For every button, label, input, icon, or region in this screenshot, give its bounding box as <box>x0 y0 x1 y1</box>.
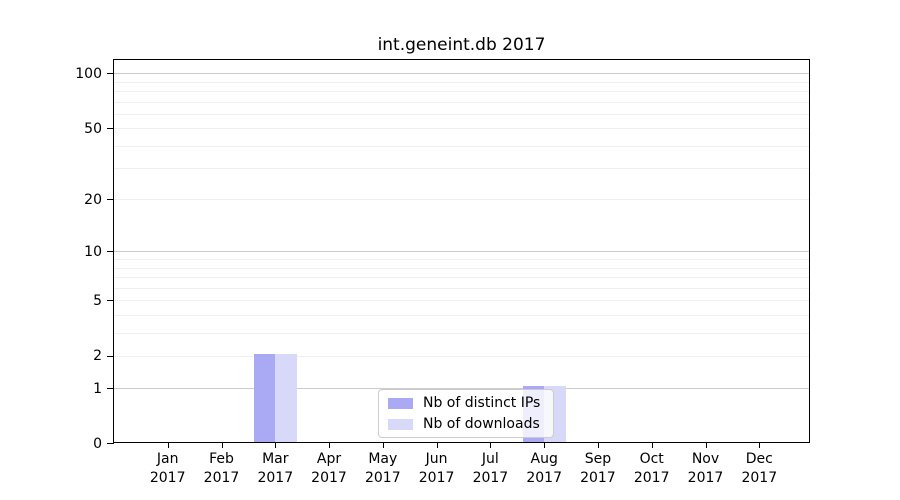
plot-area: Nb of distinct IPs Nb of downloads 0 1 2 5 1… <box>75 59 810 486</box>
x-tick <box>705 442 707 448</box>
legend-item-downloads: Nb of downloads <box>388 416 544 433</box>
y-tick-label: 2 <box>93 348 102 365</box>
x-tick <box>382 442 384 448</box>
legend: Nb of distinct IPs Nb of downloads <box>378 389 554 438</box>
y-gridline-minor <box>114 128 809 130</box>
y-tick-label: 10 <box>84 243 102 260</box>
y-gridline-minor <box>114 287 809 289</box>
y-gridline-minor <box>114 145 809 147</box>
y-tick <box>107 128 114 130</box>
y-gridline-minor <box>114 199 809 201</box>
y-gridline-minor <box>114 314 809 316</box>
x-tick-label: Apr 2017 <box>311 451 347 486</box>
x-tick-label: Sep 2017 <box>580 451 616 486</box>
x-tick <box>597 442 599 448</box>
y-gridline-major <box>114 251 809 253</box>
y-gridline-minor <box>114 81 809 83</box>
x-tick-label: Jul 2017 <box>472 451 509 486</box>
y-tick-label: 1 <box>93 380 102 397</box>
y-gridline-minor <box>114 259 809 260</box>
legend-label-downloads: Nb of downloads <box>423 415 540 432</box>
x-tick <box>221 442 223 448</box>
y-gridline-minor <box>114 332 809 334</box>
x-tick <box>167 442 169 448</box>
legend-swatch-distinct-ips <box>388 397 413 409</box>
x-tick-label: Jun 2017 <box>418 451 455 486</box>
x-tick <box>759 442 761 448</box>
bar-distinct-ips-mar <box>253 353 276 442</box>
y-gridline-minor <box>114 168 809 170</box>
x-tick-label: Oct 2017 <box>633 451 670 486</box>
x-tick-label: Jan 2017 <box>149 451 186 486</box>
y-gridline-minor <box>114 101 809 103</box>
y-tick <box>107 73 114 75</box>
y-gridline-minor <box>114 267 809 269</box>
x-tick <box>275 442 277 448</box>
y-gridline-minor <box>114 90 809 92</box>
y-tick-label: 20 <box>84 191 102 208</box>
legend-item-distinct-ips: Nb of distinct IPs <box>388 395 544 412</box>
x-tick <box>490 442 492 448</box>
x-tick <box>651 442 653 448</box>
y-tick-label: 5 <box>93 292 102 309</box>
x-tick-label: Dec 2017 <box>741 451 778 486</box>
y-gridline-major <box>114 388 809 390</box>
x-tick-label: Feb 2017 <box>203 451 240 486</box>
chart-title: int.geneint.db 2017 <box>377 35 546 55</box>
y-gridline-minor <box>114 113 809 115</box>
y-tick <box>107 300 114 301</box>
y-tick-label: 0 <box>93 435 102 452</box>
legend-label-distinct-ips: Nb of distinct IPs <box>423 394 541 411</box>
x-tick <box>329 442 330 448</box>
x-tick <box>544 442 546 448</box>
legend-swatch-downloads <box>388 418 413 430</box>
x-tick-label: Mar 2017 <box>257 451 294 486</box>
bar-downloads-mar <box>275 353 297 442</box>
y-tick-label: 50 <box>84 120 102 137</box>
y-tick <box>107 251 114 253</box>
x-tick-label: Nov 2017 <box>687 451 724 486</box>
y-gridline-minor <box>114 276 809 278</box>
y-tick <box>107 355 114 357</box>
y-gridline-minor <box>114 300 809 301</box>
x-tick-label: Aug 2017 <box>526 451 563 486</box>
x-tick <box>436 442 438 448</box>
y-gridline-major <box>114 73 809 75</box>
y-tick <box>107 388 114 390</box>
y-tick <box>107 199 114 201</box>
y-tick-label: 100 <box>75 65 102 82</box>
y-tick <box>107 443 114 444</box>
x-tick-label: May 2017 <box>364 451 401 486</box>
y-gridline-minor <box>114 355 809 357</box>
